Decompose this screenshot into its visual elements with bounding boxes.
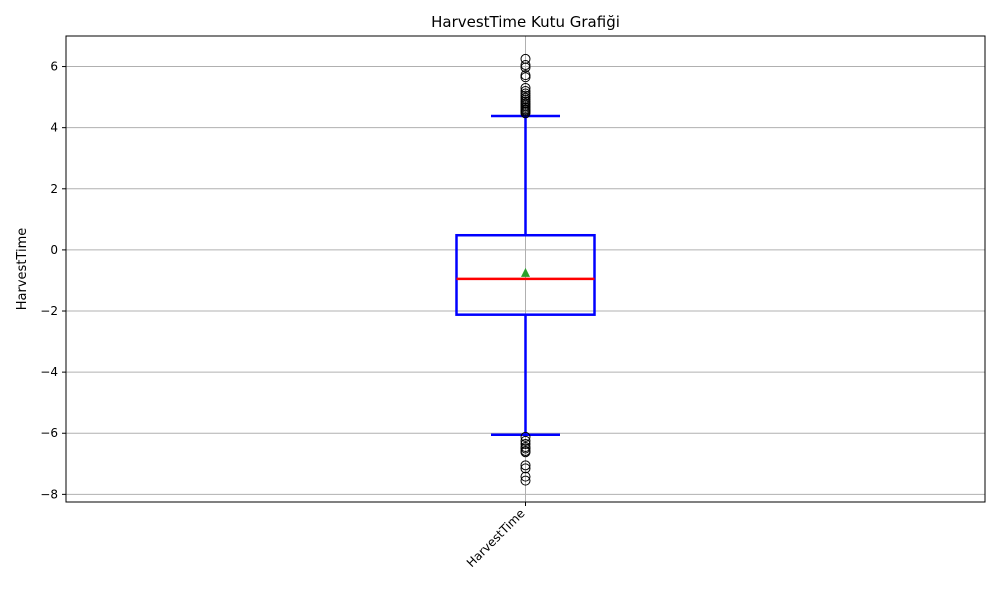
- y-tick-label: 6: [50, 60, 58, 74]
- y-tick-label: −4: [40, 365, 58, 379]
- outlier-point: [520, 463, 531, 474]
- plot-marks: [455, 53, 596, 486]
- outlier-point: [520, 435, 531, 446]
- y-tick-label: 0: [50, 243, 58, 257]
- y-tick-label: −8: [40, 487, 58, 501]
- y-axis: −8 −6 −4 −2 0 2 4 6: [40, 60, 66, 501]
- outlier-point: [520, 443, 531, 454]
- y-tick-label: 2: [50, 182, 58, 196]
- outlier-point: [520, 82, 531, 93]
- outlier-point: [520, 475, 531, 486]
- outlier-point: [520, 70, 531, 81]
- outlier-point: [520, 53, 531, 64]
- y-tick-label: −2: [40, 304, 58, 318]
- box-group: [455, 53, 596, 486]
- y-tick-label: −6: [40, 426, 58, 440]
- outlier-point: [520, 460, 531, 471]
- chart-title: HarvestTime Kutu Grafiği: [431, 13, 620, 31]
- outlier-point: [520, 447, 531, 458]
- outlier-point: [520, 438, 531, 449]
- outlier-point: [520, 86, 531, 97]
- box-iqr: [455, 233, 596, 316]
- outlier-point: [520, 471, 531, 482]
- outlier-point: [520, 431, 531, 442]
- y-tick-label: 4: [50, 121, 58, 135]
- mean-marker: [521, 267, 530, 277]
- y-axis-label: HarvestTime: [15, 228, 30, 310]
- outlier-point: [520, 60, 531, 71]
- outlier-point: [520, 88, 531, 99]
